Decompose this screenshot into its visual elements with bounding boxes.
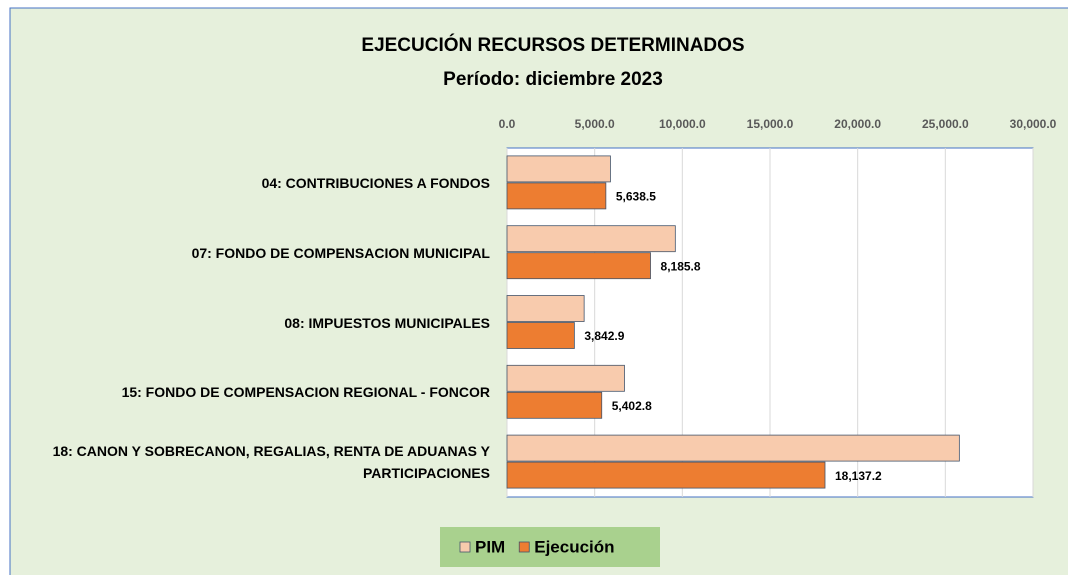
- data-label: 8,185.8: [661, 259, 701, 273]
- y-tick-label: 07: FONDO DE COMPENSACION MUNICIPAL: [191, 244, 490, 261]
- legend-swatch: [459, 541, 471, 553]
- chart-subtitle: Período: diciembre 2023: [443, 69, 663, 90]
- data-label: 5,402.8: [612, 399, 652, 413]
- x-tick-label: 10,000.0: [659, 117, 706, 131]
- bar: [506, 225, 676, 253]
- bar: [506, 364, 625, 392]
- legend-label: Ejecución: [534, 537, 614, 556]
- data-label: 3,842.9: [584, 329, 624, 343]
- bar: [506, 391, 603, 419]
- bar: [506, 295, 585, 322]
- x-tick-label: 30,000.0: [1010, 117, 1057, 131]
- bar: [506, 252, 651, 280]
- bar: [506, 461, 826, 489]
- bar: [506, 155, 611, 183]
- legend-swatch: [518, 541, 530, 553]
- y-tick-label: 15: FONDO DE COMPENSACION REGIONAL - FON…: [121, 384, 490, 401]
- x-tick-label: 25,000.0: [922, 117, 969, 131]
- x-tick-label: 5,000.0: [575, 117, 615, 131]
- y-tick-label: 04: CONTRIBUCIONES A FONDOS: [261, 174, 490, 191]
- y-tick-label: 08: IMPUESTOS MUNICIPALES: [284, 314, 490, 331]
- y-tick-label: 18: CANON Y SOBRECANON, REGALIAS, RENTA …: [52, 443, 490, 482]
- bar: [506, 434, 960, 462]
- bar: [506, 182, 607, 210]
- x-tick-label: 20,000.0: [834, 117, 881, 131]
- bar: [506, 322, 575, 349]
- x-tick-label: 15,000.0: [747, 117, 794, 131]
- data-label: 18,137.2: [835, 469, 882, 483]
- x-tick-label: 0.0: [499, 117, 516, 131]
- chart-title: EJECUCIÓN RECURSOS DETERMINADOS: [361, 34, 744, 56]
- data-label: 5,638.5: [616, 190, 656, 204]
- legend-label: PIM: [475, 537, 505, 556]
- legend-box: [440, 527, 660, 567]
